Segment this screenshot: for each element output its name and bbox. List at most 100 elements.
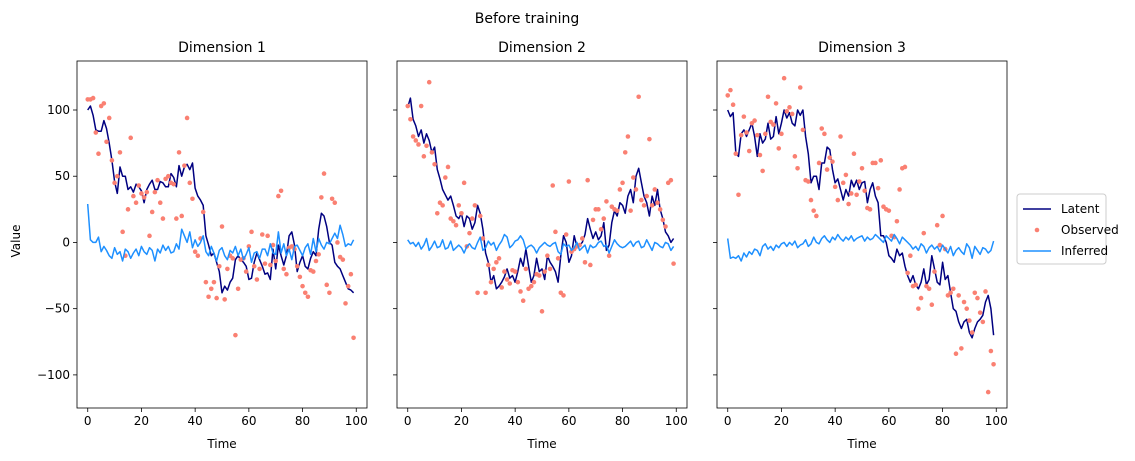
observed-point: [416, 142, 421, 147]
observed-point: [117, 150, 123, 155]
observed-point: [630, 175, 636, 180]
observed-point: [878, 158, 884, 163]
observed-point: [187, 180, 193, 186]
observed-point: [918, 295, 924, 301]
observed-point: [459, 211, 464, 216]
x-tick-label: 0: [724, 414, 732, 428]
observed-point: [405, 103, 411, 109]
subplot-title: Dimension 2: [498, 40, 586, 56]
observed-point: [800, 127, 806, 133]
observed-point: [763, 131, 768, 137]
observed-point: [443, 175, 448, 180]
observed-point: [515, 279, 521, 285]
observed-point: [620, 180, 625, 186]
legend: Latent Observed Inferred: [1016, 193, 1119, 265]
observed-point: [961, 299, 967, 305]
observed-point: [104, 139, 109, 145]
observed-point: [539, 309, 545, 314]
observed-point: [660, 217, 666, 223]
observed-point: [932, 269, 937, 274]
observed-point: [246, 244, 252, 249]
observed-point: [499, 285, 505, 290]
observed-point: [972, 290, 978, 296]
observed-point: [155, 177, 160, 183]
observed-point: [795, 165, 800, 171]
observed-point: [219, 224, 225, 229]
observed-point: [182, 163, 187, 168]
observed-point: [313, 258, 319, 264]
observed-point: [321, 171, 327, 176]
observed-point: [765, 94, 771, 100]
observed-point: [523, 266, 529, 272]
observed-point: [752, 118, 757, 123]
observed-point: [125, 207, 131, 212]
subplot-2: Dimension 2 Time 0 20 40 60 80 100: [393, 40, 688, 451]
plot-area: [405, 79, 676, 314]
observed-point: [518, 289, 523, 294]
observed-point: [235, 286, 241, 292]
observed-point: [147, 233, 152, 239]
observed-point: [302, 290, 308, 296]
observed-point: [413, 138, 419, 143]
observed-point: [270, 242, 276, 248]
observed-point: [243, 269, 249, 274]
observed-point: [429, 150, 435, 155]
x-tick-label: 0: [404, 414, 412, 428]
observed-point: [808, 197, 814, 203]
observed-point: [192, 249, 198, 255]
y-axis-label: Value: [9, 225, 23, 258]
observed-point: [222, 297, 227, 302]
observed-point: [977, 310, 983, 315]
observed-point: [859, 165, 865, 171]
observed-point: [343, 301, 348, 306]
observed-point: [176, 150, 182, 155]
x-tick-label: 100: [345, 414, 368, 428]
observed-point: [830, 159, 835, 164]
observed-point: [537, 273, 542, 278]
observed-point: [969, 330, 975, 335]
observed-point: [483, 290, 488, 296]
observed-point: [348, 271, 354, 277]
observed-point: [754, 132, 760, 138]
observed-point: [114, 173, 120, 179]
observed-point: [633, 187, 639, 192]
observed-point: [128, 135, 134, 141]
x-tick-label: 100: [665, 414, 688, 428]
observed-point: [561, 293, 566, 298]
observed-point: [819, 126, 825, 131]
observed-point: [846, 201, 851, 207]
observed-point: [916, 306, 921, 311]
inferred-line: [407, 233, 675, 256]
observed-point: [628, 208, 633, 213]
observed-point: [840, 180, 846, 186]
legend-label: Observed: [1061, 223, 1119, 237]
observed-point: [789, 111, 795, 117]
axes-frame: [396, 60, 688, 409]
observed-point: [959, 346, 964, 351]
observed-point: [233, 332, 238, 338]
latent-line: [406, 97, 675, 290]
observed-point: [225, 266, 230, 272]
observed-point: [101, 101, 107, 106]
observed-point: [485, 262, 491, 268]
observed-point: [776, 146, 782, 151]
observed-point: [453, 222, 459, 228]
observed-point: [276, 193, 281, 199]
observed-point: [324, 282, 330, 288]
observed-point: [208, 286, 214, 292]
observed-point: [133, 200, 139, 206]
observed-point: [757, 152, 763, 158]
subplot-title: Dimension 3: [818, 40, 906, 56]
observed-point: [139, 191, 144, 196]
observed-point: [211, 279, 217, 285]
observed-point: [432, 162, 437, 167]
latent-line: [727, 109, 995, 339]
observed-point: [281, 266, 287, 272]
observed-point: [112, 180, 117, 186]
observed-point: [305, 294, 311, 300]
observed-point: [555, 256, 561, 261]
observed-point: [451, 218, 456, 224]
observed-point: [96, 151, 101, 157]
axes-frame: [716, 60, 1008, 409]
observed-point: [649, 203, 655, 208]
